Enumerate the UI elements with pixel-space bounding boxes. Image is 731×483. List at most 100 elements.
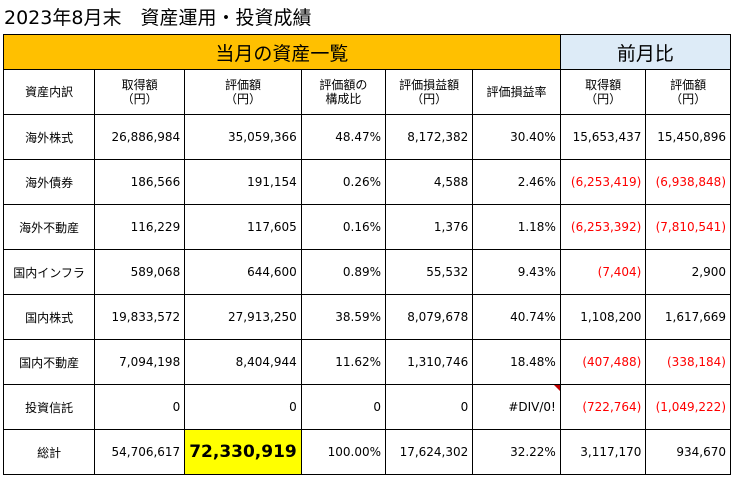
header-prev-value[interactable]: 評価額 （円） <box>645 69 731 115</box>
cell-plrate-error[interactable]: #DIV/0! <box>472 384 561 430</box>
cell-cost[interactable]: 589,068 <box>94 249 186 295</box>
previous-month-band[interactable]: 前月比 <box>559 34 731 70</box>
band-row: 当月の資産一覧 前月比 <box>3 34 731 70</box>
row-label[interactable]: 海外不動産 <box>2 204 96 250</box>
cell-ratio[interactable]: 11.62% <box>300 339 387 385</box>
total-row: 総計 54,706,617 72,330,919 100.00% 17,624,… <box>2 429 731 475</box>
cell-cost[interactable]: 0 <box>94 384 186 430</box>
header-unit: 構成比 <box>325 92 362 106</box>
cell-prev-cost[interactable]: 1,108,200 <box>559 294 647 340</box>
header-pl[interactable]: 評価損益額 （円） <box>385 69 474 115</box>
cell-ratio[interactable]: 0.26% <box>300 159 387 205</box>
table-row: 国内不動産 7,094,198 8,404,944 11.62% 1,310,7… <box>2 339 731 385</box>
table-row: 海外株式 26,886,984 35,059,366 48.47% 8,172,… <box>2 114 731 160</box>
cell-plrate[interactable]: 18.48% <box>472 339 561 385</box>
cell-pl[interactable]: 8,172,382 <box>385 114 474 160</box>
cell-prev-cost[interactable]: (7,404) <box>559 249 647 295</box>
header-text: 資産内訳 <box>25 85 74 99</box>
cell-pl[interactable]: 17,624,302 <box>385 429 474 475</box>
header-unit: （円） <box>121 92 158 106</box>
table-row: 海外債券 186,566 191,154 0.26% 4,588 2.46% (… <box>2 159 731 205</box>
cell-ratio[interactable]: 100.00% <box>300 429 387 475</box>
cell-ratio[interactable]: 48.47% <box>300 114 387 160</box>
header-text: 評価損益率 <box>486 85 547 99</box>
row-label[interactable]: 投資信託 <box>2 384 96 430</box>
cell-plrate[interactable]: 30.40% <box>472 114 561 160</box>
header-unit: （円） <box>585 92 622 106</box>
header-row: 資産内訳 取得額 （円） 評価額 （円） 評価額の 構成比 評価損益額 （円） 評価損益… <box>2 69 731 115</box>
cell-pl[interactable]: 4,588 <box>385 159 474 205</box>
cell-prev-cost[interactable]: (722,764) <box>559 384 647 430</box>
cell-prev-value[interactable]: 15,450,896 <box>645 114 731 160</box>
cell-plrate[interactable]: 1.18% <box>472 204 561 250</box>
cell-plrate[interactable]: 9.43% <box>472 249 561 295</box>
row-label[interactable]: 海外債券 <box>2 159 96 205</box>
cell-cost[interactable]: 116,229 <box>94 204 186 250</box>
header-asset[interactable]: 資産内訳 <box>2 69 96 115</box>
header-ratio[interactable]: 評価額の 構成比 <box>300 69 387 115</box>
asset-table: 当月の資産一覧 前月比 資産内訳 取得額 （円） 評価額 （円） 評価額の 構成比 評… <box>2 34 731 475</box>
cell-cost[interactable]: 19,833,572 <box>94 294 186 340</box>
header-text: 取得額 <box>121 78 158 92</box>
current-month-band[interactable]: 当月の資産一覧 <box>3 34 561 70</box>
header-unit: （円） <box>224 92 261 106</box>
row-label[interactable]: 国内不動産 <box>2 339 96 385</box>
cell-prev-value[interactable]: (7,810,541) <box>645 204 731 250</box>
cell-pl[interactable]: 0 <box>385 384 474 430</box>
row-label[interactable]: 総計 <box>2 429 96 475</box>
table-row: 国内株式 19,833,572 27,913,250 38.59% 8,079,… <box>2 294 731 340</box>
cell-plrate[interactable]: 32.22% <box>472 429 561 475</box>
cell-prev-cost[interactable]: 15,653,437 <box>559 114 647 160</box>
cell-ratio[interactable]: 0 <box>300 384 387 430</box>
cell-value[interactable]: 117,605 <box>184 204 302 250</box>
cell-prev-cost[interactable]: (6,253,419) <box>559 159 647 205</box>
header-prev-cost[interactable]: 取得額 （円） <box>559 69 647 115</box>
cell-value[interactable]: 8,404,944 <box>184 339 302 385</box>
header-text: 評価額の <box>319 78 368 92</box>
cell-cost[interactable]: 54,706,617 <box>94 429 186 475</box>
header-unit: （円） <box>670 92 707 106</box>
cell-prev-value[interactable]: (338,184) <box>645 339 731 385</box>
cell-plrate[interactable]: 2.46% <box>472 159 561 205</box>
cell-prev-value[interactable]: (1,049,222) <box>645 384 731 430</box>
cell-cost[interactable]: 7,094,198 <box>94 339 186 385</box>
cell-cost[interactable]: 26,886,984 <box>94 114 186 160</box>
table-row: 投資信託 0 0 0 0 #DIV/0! (722,764) (1,049,22… <box>2 384 731 430</box>
cell-value[interactable]: 644,600 <box>184 249 302 295</box>
cell-pl[interactable]: 8,079,678 <box>385 294 474 340</box>
cell-value[interactable]: 27,913,250 <box>184 294 302 340</box>
cell-prev-cost[interactable]: (6,253,392) <box>559 204 647 250</box>
cell-prev-value[interactable]: 934,670 <box>645 429 731 475</box>
table-row: 海外不動産 116,229 117,605 0.16% 1,376 1.18% … <box>2 204 731 250</box>
cell-value[interactable]: 35,059,366 <box>184 114 302 160</box>
header-text: 評価損益額 <box>399 78 460 92</box>
cell-value[interactable]: 191,154 <box>184 159 302 205</box>
cell-prev-value[interactable]: 1,617,669 <box>645 294 731 340</box>
header-text: 評価額 <box>224 78 261 92</box>
cell-ratio[interactable]: 38.59% <box>300 294 387 340</box>
header-unit: （円） <box>411 92 448 106</box>
header-value[interactable]: 評価額 （円） <box>184 69 302 115</box>
cell-plrate[interactable]: 40.74% <box>472 294 561 340</box>
cell-prev-cost[interactable]: 3,117,170 <box>559 429 647 475</box>
cell-pl[interactable]: 1,310,746 <box>385 339 474 385</box>
cell-prev-value[interactable]: (6,938,848) <box>645 159 731 205</box>
header-cost[interactable]: 取得額 （円） <box>94 69 186 115</box>
cell-ratio[interactable]: 0.16% <box>300 204 387 250</box>
row-label[interactable]: 国内株式 <box>2 294 96 340</box>
cell-value-highlighted[interactable]: 72,330,919 <box>184 429 302 475</box>
cell-ratio[interactable]: 0.89% <box>300 249 387 295</box>
row-label[interactable]: 海外株式 <box>2 114 96 160</box>
table-row: 国内インフラ 589,068 644,600 0.89% 55,532 9.43… <box>2 249 731 295</box>
sheet-title: 2023年8月末 資産運用・投資成績 <box>4 7 312 29</box>
row-label[interactable]: 国内インフラ <box>2 249 96 295</box>
header-text: 評価額 <box>670 78 707 92</box>
header-plrate[interactable]: 評価損益率 <box>472 69 561 115</box>
cell-prev-cost[interactable]: (407,488) <box>559 339 647 385</box>
cell-pl[interactable]: 55,532 <box>385 249 474 295</box>
cell-prev-value[interactable]: 2,900 <box>645 249 731 295</box>
cell-value[interactable]: 0 <box>184 384 302 430</box>
header-text: 取得額 <box>585 78 622 92</box>
cell-cost[interactable]: 186,566 <box>94 159 186 205</box>
cell-pl[interactable]: 1,376 <box>385 204 474 250</box>
